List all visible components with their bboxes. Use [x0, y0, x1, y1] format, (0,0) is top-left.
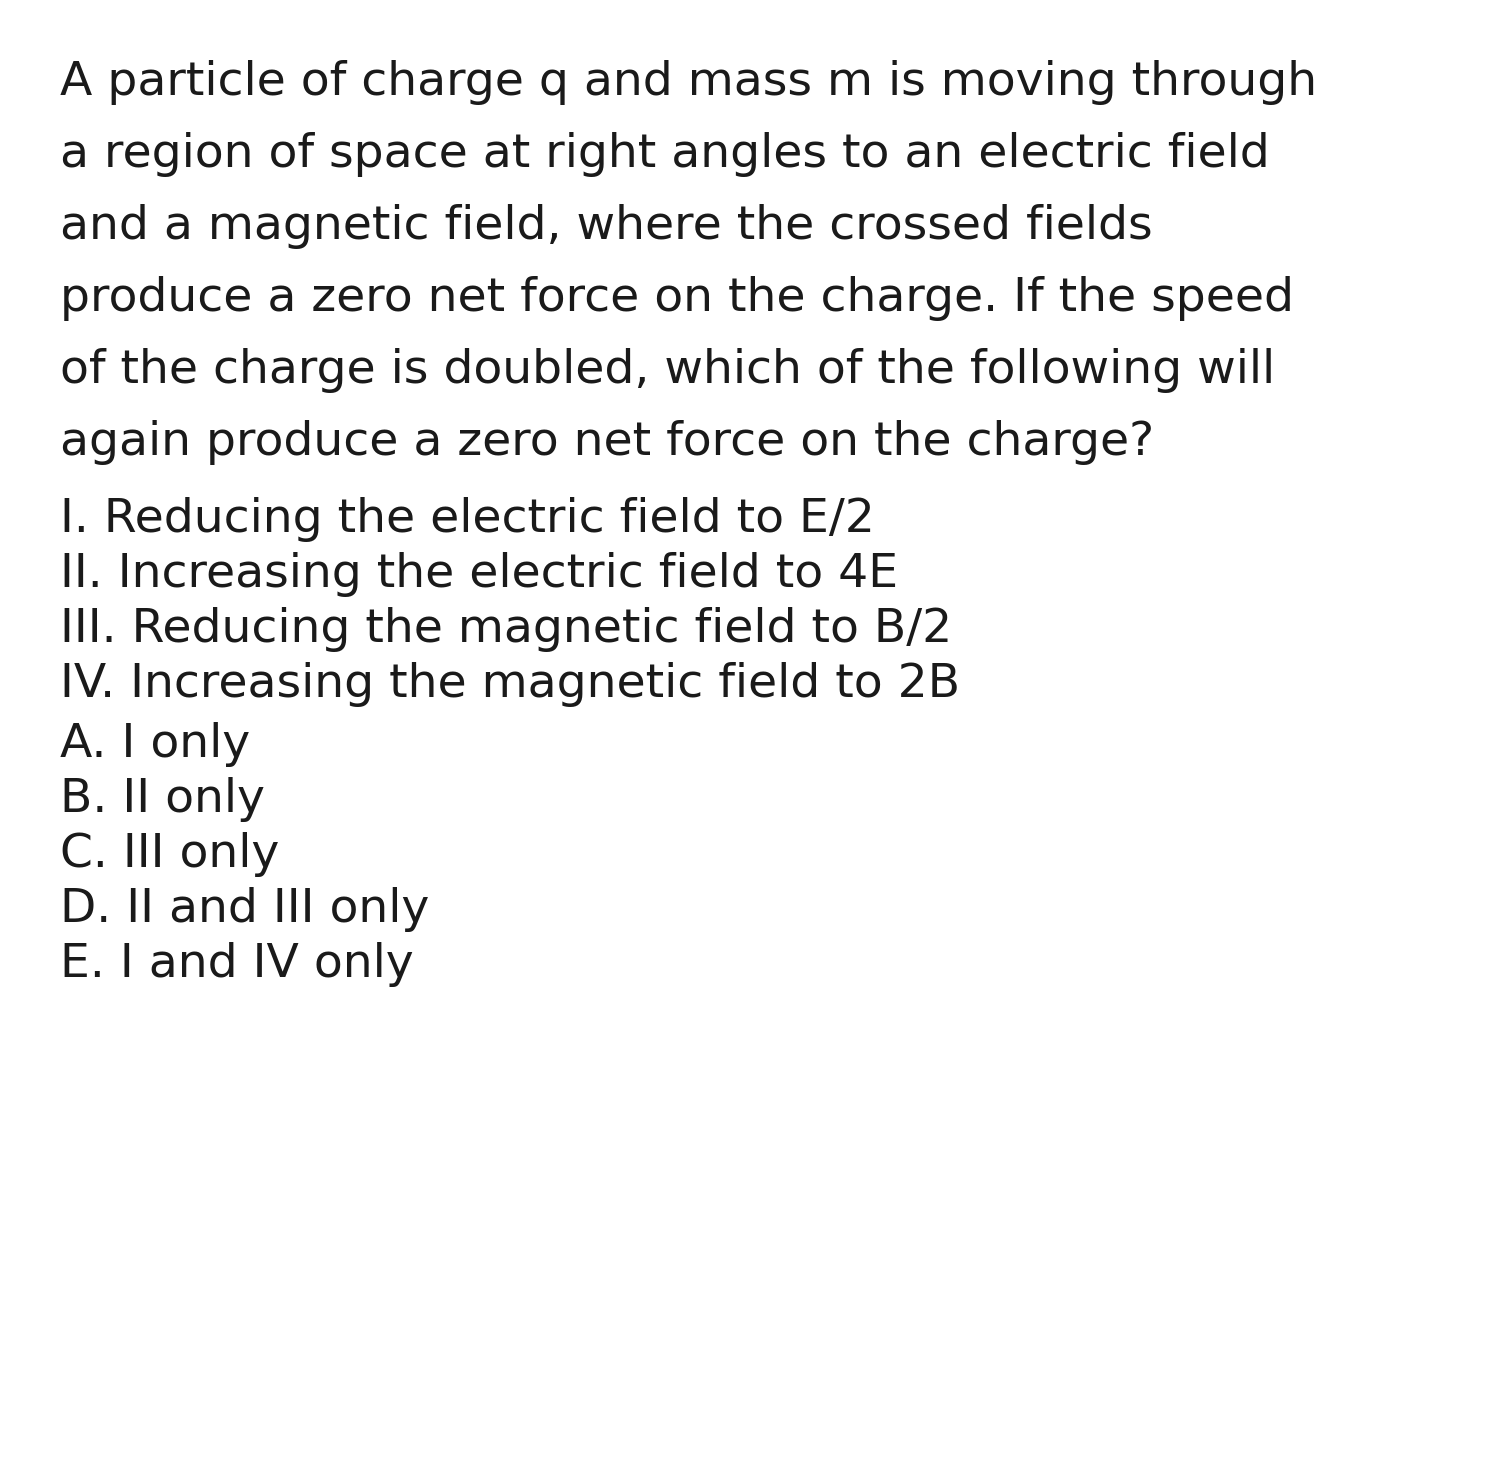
- Text: produce a zero net force on the charge. If the speed: produce a zero net force on the charge. …: [60, 275, 1294, 321]
- Text: III. Reducing the magnetic field to B/2: III. Reducing the magnetic field to B/2: [60, 607, 952, 653]
- Text: B. II only: B. II only: [60, 777, 266, 821]
- Text: C. III only: C. III only: [60, 832, 279, 878]
- Text: again produce a zero net force on the charge?: again produce a zero net force on the ch…: [60, 420, 1154, 465]
- Text: E. I and IV only: E. I and IV only: [60, 941, 414, 987]
- Text: II. Increasing the electric field to 4E: II. Increasing the electric field to 4E: [60, 552, 898, 596]
- Text: a region of space at right angles to an electric field: a region of space at right angles to an …: [60, 132, 1269, 178]
- Text: A. I only: A. I only: [60, 722, 250, 767]
- Text: D. II and III only: D. II and III only: [60, 887, 429, 932]
- Text: and a magnetic field, where the crossed fields: and a magnetic field, where the crossed …: [60, 204, 1152, 249]
- Text: of the charge is doubled, which of the following will: of the charge is doubled, which of the f…: [60, 348, 1275, 394]
- Text: IV. Increasing the magnetic field to 2B: IV. Increasing the magnetic field to 2B: [60, 662, 960, 707]
- Text: I. Reducing the electric field to E/2: I. Reducing the electric field to E/2: [60, 497, 874, 542]
- Text: A particle of charge q and mass m is moving through: A particle of charge q and mass m is mov…: [60, 61, 1317, 105]
